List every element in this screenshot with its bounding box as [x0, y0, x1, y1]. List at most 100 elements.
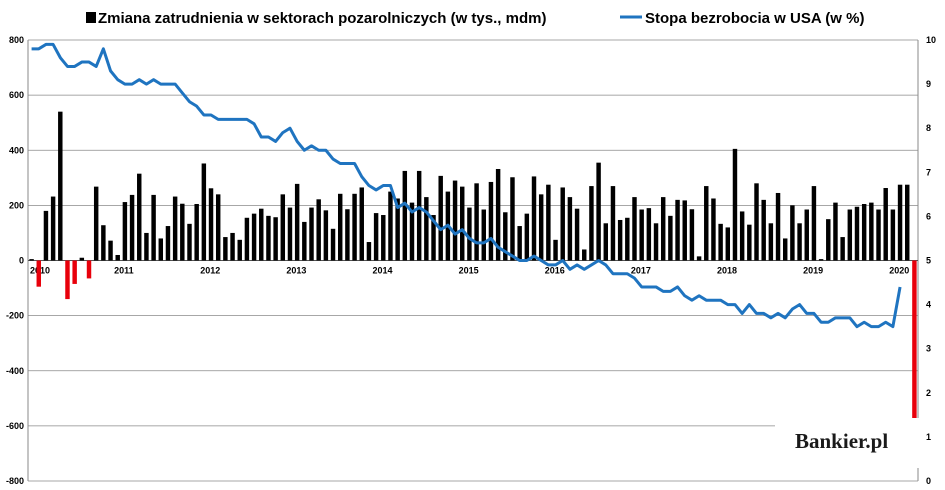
bar	[237, 239, 242, 261]
bar	[847, 209, 853, 261]
bar	[381, 215, 386, 261]
bankier-logo: Bankier.pl	[795, 429, 888, 453]
bar	[452, 180, 458, 261]
bar	[696, 256, 702, 261]
bar	[251, 213, 257, 261]
left-tick-label: 200	[9, 200, 24, 210]
year-label: 2011	[114, 266, 134, 276]
bar	[309, 207, 314, 261]
bar	[826, 219, 831, 261]
bar	[172, 196, 178, 261]
bar	[158, 238, 164, 261]
bar	[323, 210, 329, 261]
bar	[460, 186, 465, 261]
left-tick-label: -600	[6, 421, 24, 431]
bar	[144, 232, 149, 261]
year-label: 2020	[889, 266, 909, 276]
bar	[517, 226, 522, 261]
bar	[115, 254, 120, 261]
bar-series	[29, 111, 917, 454]
bar	[122, 202, 128, 261]
line-series	[31, 42, 902, 329]
bar	[330, 228, 336, 261]
year-label: 2015	[459, 266, 479, 276]
bar	[373, 213, 379, 261]
bar	[897, 184, 903, 261]
bar	[180, 203, 185, 261]
bar	[474, 183, 479, 261]
bar	[201, 163, 207, 261]
bar	[280, 194, 286, 261]
bar	[230, 232, 235, 261]
bar	[689, 209, 695, 261]
axes: -800 -600 -400 -200 0 200 400 600 800 0 1 2 3 4 5 6 7 8 9 1…	[6, 35, 936, 486]
right-tick-label: 2	[926, 388, 931, 398]
bar	[553, 239, 558, 261]
bar	[50, 196, 56, 261]
bar	[101, 225, 106, 261]
bar	[510, 177, 515, 261]
right-tick-label: 0	[926, 476, 931, 486]
legend-bar-swatch	[86, 12, 96, 23]
bar	[905, 184, 910, 261]
bar	[524, 213, 530, 261]
bar	[739, 211, 745, 261]
bar	[416, 170, 422, 261]
bar	[531, 176, 537, 261]
bar	[481, 209, 486, 261]
bar	[632, 197, 637, 261]
bar	[833, 202, 838, 261]
bar	[388, 191, 393, 261]
bar	[596, 162, 601, 261]
bar	[804, 209, 809, 261]
bar	[316, 199, 321, 261]
bar	[603, 223, 609, 261]
bar	[424, 197, 429, 261]
bar	[711, 198, 716, 261]
bar	[574, 208, 580, 261]
bar	[840, 237, 845, 261]
bar	[208, 188, 214, 261]
year-label: 2019	[803, 266, 823, 276]
bar	[36, 260, 41, 287]
bar	[617, 219, 623, 261]
bar	[725, 227, 731, 261]
bar	[747, 224, 752, 261]
legend: Zmiana zatrudnienia w sektorach pozaroln…	[86, 10, 864, 27]
left-tick-label: 600	[9, 90, 24, 100]
right-tick-label: 1	[926, 432, 931, 442]
left-tick-label: -200	[6, 311, 24, 321]
bar	[646, 208, 652, 261]
bar	[797, 223, 802, 261]
bar	[639, 209, 644, 261]
bar	[129, 194, 135, 261]
bar	[302, 221, 307, 261]
bar	[194, 203, 199, 261]
bar	[682, 200, 687, 261]
bar	[582, 249, 587, 261]
right-tick-label: 9	[926, 79, 931, 89]
bar	[402, 170, 408, 261]
bar	[869, 202, 874, 261]
year-label: 2013	[286, 266, 306, 276]
bar	[244, 217, 250, 261]
bar	[488, 181, 494, 261]
bar	[337, 193, 343, 261]
bar	[108, 240, 113, 261]
right-tick-label: 8	[926, 123, 931, 133]
bar	[861, 203, 867, 261]
bar	[345, 209, 350, 261]
bar	[675, 199, 680, 261]
year-label: 2017	[631, 266, 651, 276]
bar	[668, 215, 673, 261]
bar	[546, 184, 551, 261]
bar	[653, 223, 659, 261]
year-label: 2014	[373, 266, 393, 276]
bar	[560, 187, 565, 261]
bar	[660, 197, 666, 261]
logo-area: Bankier.pl	[775, 418, 925, 468]
bar	[754, 183, 759, 261]
year-label: 2012	[200, 266, 220, 276]
